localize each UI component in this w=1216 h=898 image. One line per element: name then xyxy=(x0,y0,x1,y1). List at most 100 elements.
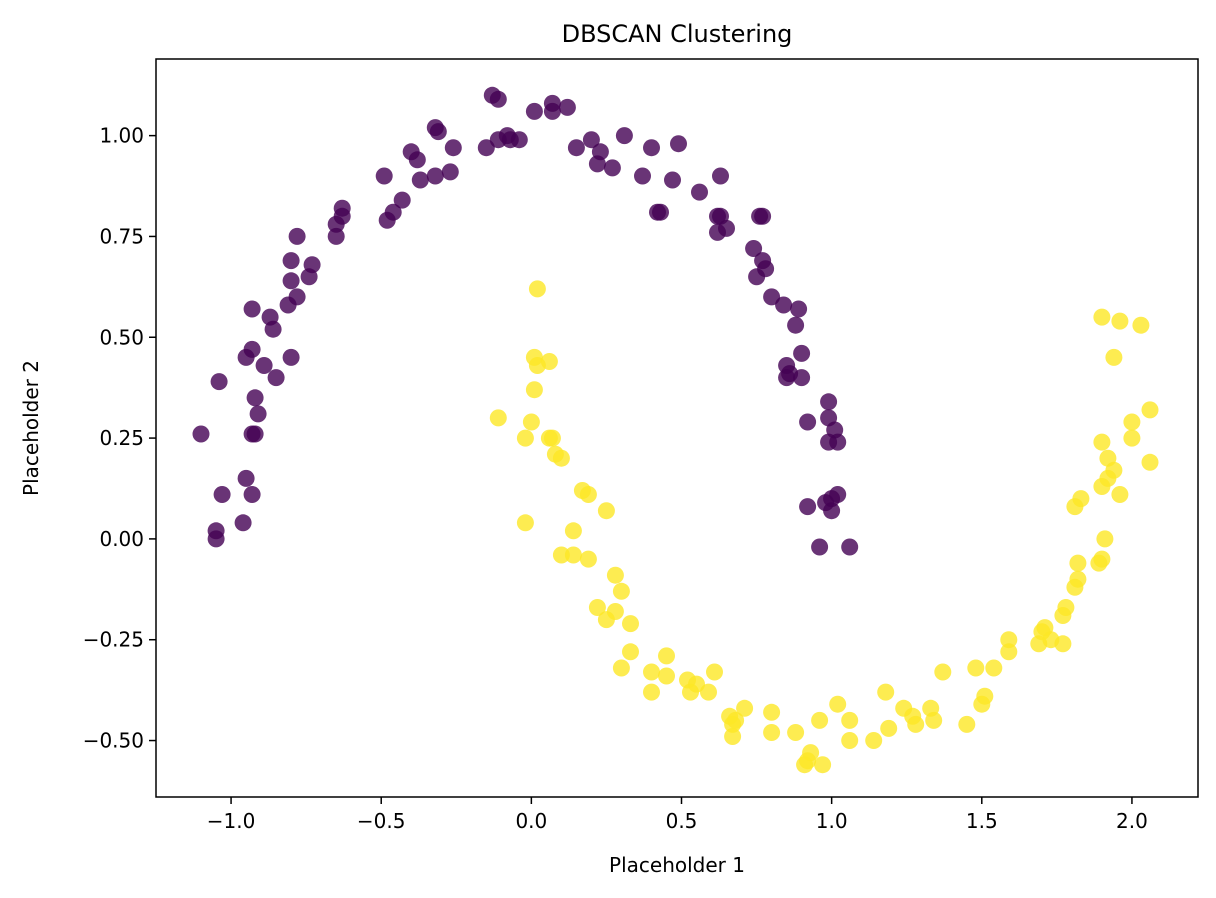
data-point xyxy=(814,756,832,774)
y-tick-label: −0.25 xyxy=(83,628,144,652)
data-point xyxy=(1093,433,1111,451)
data-point xyxy=(763,288,781,306)
data-point xyxy=(327,227,345,245)
data-point xyxy=(207,530,225,548)
data-point xyxy=(691,183,708,201)
data-point xyxy=(757,260,775,278)
data-point xyxy=(579,550,597,568)
data-point xyxy=(606,566,624,584)
data-point xyxy=(763,724,781,741)
data-point xyxy=(288,288,306,306)
data-point xyxy=(622,643,639,661)
data-point xyxy=(615,127,633,145)
data-point xyxy=(670,135,687,153)
x-tick-label: 2.0 xyxy=(1116,809,1148,833)
data-point xyxy=(1057,599,1075,616)
data-point xyxy=(603,159,621,177)
data-point xyxy=(579,486,597,503)
data-point xyxy=(802,744,820,762)
data-point xyxy=(567,139,585,157)
data-point xyxy=(700,683,717,701)
data-point xyxy=(763,703,781,721)
data-point xyxy=(643,683,660,701)
data-point xyxy=(426,167,444,185)
data-point xyxy=(543,102,561,120)
data-point xyxy=(588,155,606,173)
data-point xyxy=(564,546,582,564)
x-axis-label: Placeholder 1 xyxy=(609,853,745,877)
data-point xyxy=(411,171,429,189)
data-point xyxy=(634,167,651,185)
data-point xyxy=(841,732,859,749)
data-point xyxy=(255,357,273,374)
data-point xyxy=(652,203,669,221)
data-point xyxy=(243,486,261,503)
data-point xyxy=(249,405,267,423)
data-point xyxy=(540,353,558,370)
data-point xyxy=(1141,401,1159,419)
y-tick-label: 0.50 xyxy=(99,325,144,349)
data-point xyxy=(688,675,705,693)
data-point xyxy=(243,340,261,358)
data-point xyxy=(724,728,742,745)
data-point xyxy=(811,711,829,729)
data-point xyxy=(907,715,925,733)
data-point xyxy=(246,425,264,443)
data-point xyxy=(841,711,859,729)
data-point xyxy=(1054,635,1072,653)
data-point xyxy=(799,498,817,516)
x-tick-label: 1.5 xyxy=(966,809,998,833)
y-tick-label: 0.75 xyxy=(99,224,144,248)
data-point xyxy=(1123,413,1141,431)
y-tick-label: 1.00 xyxy=(99,124,144,148)
data-point xyxy=(790,300,808,318)
data-point xyxy=(192,425,210,443)
data-point xyxy=(976,687,994,705)
data-point xyxy=(1105,348,1123,366)
data-point xyxy=(606,603,624,620)
data-point xyxy=(1111,312,1129,330)
x-axis-ticks: −1.0 −0.5 0.0 0.5 1.0 1.5 2.0 xyxy=(207,797,1148,833)
data-point xyxy=(558,98,576,116)
data-point xyxy=(664,171,681,189)
data-point xyxy=(582,131,600,149)
x-tick-label: 0.5 xyxy=(666,809,698,833)
data-point xyxy=(1000,631,1018,649)
data-point xyxy=(588,599,606,616)
data-point xyxy=(282,348,300,366)
data-point xyxy=(441,163,459,181)
data-point xyxy=(1096,530,1114,548)
data-point xyxy=(727,711,745,729)
data-point xyxy=(516,429,534,447)
x-tick-label: 0.0 xyxy=(515,809,547,833)
data-point xyxy=(658,667,675,685)
data-point xyxy=(1111,486,1129,503)
data-point xyxy=(1069,554,1087,572)
data-point xyxy=(384,203,402,221)
data-point xyxy=(282,272,300,290)
data-point xyxy=(811,538,829,556)
data-point xyxy=(393,191,411,209)
data-point xyxy=(799,413,817,431)
data-point xyxy=(787,316,805,334)
data-point xyxy=(1141,453,1159,471)
data-point xyxy=(210,373,228,391)
data-point xyxy=(303,256,321,274)
data-point xyxy=(552,546,570,564)
data-point xyxy=(1132,316,1150,334)
data-point xyxy=(543,429,561,447)
data-point xyxy=(375,167,393,185)
data-point xyxy=(612,582,630,600)
data-point xyxy=(489,409,507,427)
data-point xyxy=(793,369,811,387)
data-point xyxy=(267,369,285,387)
data-point xyxy=(522,413,540,431)
points-layer xyxy=(192,86,1159,774)
plot-frame xyxy=(155,58,1199,798)
data-point xyxy=(736,699,754,717)
chart-title: DBSCAN Clustering xyxy=(562,20,793,48)
data-point xyxy=(658,647,675,665)
data-point xyxy=(823,502,841,520)
y-tick-label: −0.50 xyxy=(83,729,144,753)
data-point xyxy=(525,102,543,120)
